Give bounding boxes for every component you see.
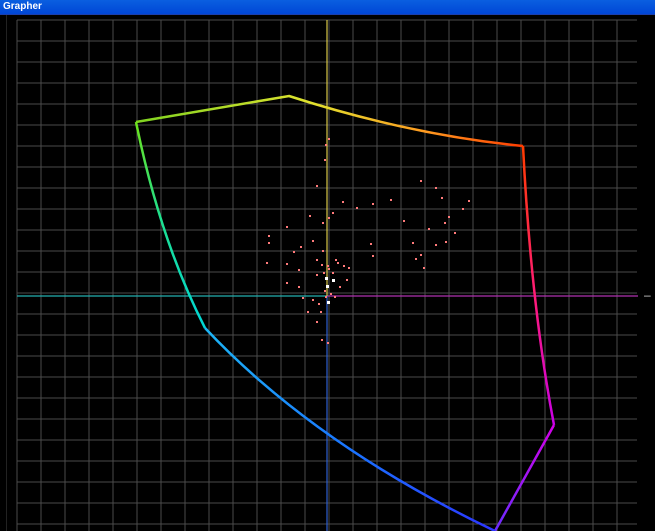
scatter-point	[390, 199, 392, 201]
scatter-point	[309, 215, 311, 217]
scatter-point	[462, 208, 464, 210]
scatter-point	[318, 303, 320, 305]
scatter-point	[370, 243, 372, 245]
scatter-point	[325, 277, 328, 280]
scatter-point	[372, 203, 374, 205]
grid-lines	[16, 19, 637, 531]
graph-canvas: –	[16, 19, 651, 531]
scatter-point	[332, 279, 335, 282]
scatter-point	[298, 286, 300, 288]
scatter-point	[420, 254, 422, 256]
scatter-point	[286, 263, 288, 265]
scatter-point	[346, 279, 348, 281]
scatter-point	[356, 207, 358, 209]
scatter-point	[316, 274, 318, 276]
scatter-point	[328, 138, 330, 140]
scatter-point	[286, 282, 288, 284]
scatter-point	[348, 267, 350, 269]
scatter-point	[448, 216, 450, 218]
gamut-bottom-right-edge	[493, 424, 556, 531]
gamut-right-edge	[521, 145, 556, 426]
gamut-top-edge	[135, 94, 524, 148]
scatter-point	[302, 297, 304, 299]
scatter-point	[298, 269, 300, 271]
scatter-point	[423, 267, 425, 269]
scatter-point	[415, 258, 417, 260]
scatter-point	[316, 321, 318, 323]
scatter-point	[328, 268, 330, 270]
gamut-bottom-edge	[204, 327, 496, 531]
scatter-point	[435, 244, 437, 246]
scatter-point	[441, 197, 443, 199]
window-title: Grapher	[3, 1, 42, 12]
scatter-point	[266, 262, 268, 264]
scatter-point	[316, 259, 318, 261]
scatter-point	[323, 272, 325, 274]
scatter-point	[337, 262, 339, 264]
scatter-point	[316, 185, 318, 187]
scatter-point	[325, 296, 327, 298]
scatter-point	[321, 264, 323, 266]
scatter-point	[325, 144, 327, 146]
title-bar[interactable]: Grapher	[0, 0, 655, 15]
scatter-point	[328, 217, 330, 219]
scatter-point	[444, 222, 446, 224]
scatter-point	[320, 311, 322, 313]
scatter-point	[293, 251, 295, 253]
scatter-point	[268, 242, 270, 244]
scatter-point	[324, 290, 326, 292]
scatter-point	[435, 187, 437, 189]
scatter-point	[312, 240, 314, 242]
scatter-points	[266, 138, 470, 344]
right-axis-marker: –	[644, 288, 651, 302]
scatter-point	[454, 232, 456, 234]
scatter-point	[330, 293, 332, 295]
scatter-point	[428, 228, 430, 230]
scatter-point	[321, 339, 323, 341]
scatter-point	[372, 255, 374, 257]
scatter-point	[343, 265, 345, 267]
scatter-point	[322, 222, 324, 224]
scatter-point	[312, 299, 314, 301]
scatter-point	[332, 272, 334, 274]
gamut-left-edge	[134, 121, 207, 329]
scatter-point	[420, 180, 422, 182]
scatter-point	[324, 159, 326, 161]
scatter-point	[334, 296, 336, 298]
scatter-point	[339, 286, 341, 288]
scatter-point	[322, 250, 324, 252]
scatter-point	[307, 311, 309, 313]
scatter-point	[468, 200, 470, 202]
scatter-point	[300, 246, 302, 248]
scatter-point	[412, 242, 414, 244]
scatter-point	[327, 301, 330, 304]
scatter-point	[342, 201, 344, 203]
scatter-point	[268, 235, 270, 237]
scatter-point	[326, 285, 329, 288]
scatter-point	[327, 265, 329, 267]
vectorscope-graph: –	[0, 15, 655, 531]
scatter-point	[286, 226, 288, 228]
window-left-border	[0, 15, 7, 531]
scatter-point	[327, 342, 329, 344]
scatter-point	[335, 259, 337, 261]
scatter-point	[403, 220, 405, 222]
scatter-point	[332, 212, 334, 214]
scatter-point	[445, 241, 447, 243]
